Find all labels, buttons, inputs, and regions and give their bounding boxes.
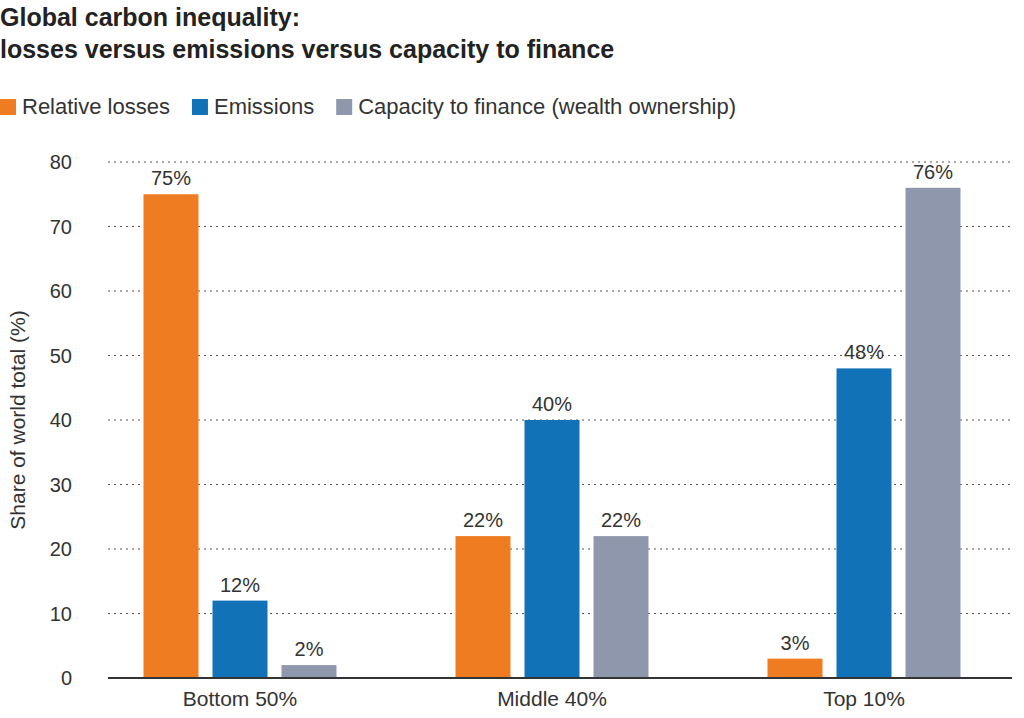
bar [213, 601, 268, 678]
data-labels: 75% 22% 3% 12% 40% 48% 2% 22% 76% [151, 161, 953, 660]
grid-line [108, 290, 1012, 291]
data-label: 40% [532, 393, 572, 415]
data-label: 3% [781, 632, 810, 654]
legend: Relative losses Emissions Capacity to fina… [0, 94, 736, 119]
bar [144, 194, 199, 678]
data-label: 22% [463, 509, 503, 531]
bar [594, 536, 649, 678]
y-tick-label: 60 [50, 280, 72, 302]
chart: Global carbon inequality: losses versus e… [0, 0, 1024, 718]
y-tick-label: 50 [50, 345, 72, 367]
x-tick-label: Middle 40% [497, 687, 607, 710]
bar [525, 420, 580, 678]
background [0, 0, 1024, 718]
y-tick-label: 80 [50, 151, 72, 173]
grid-line [108, 226, 1012, 227]
data-label: 2% [295, 638, 324, 660]
title: losses versus emissions versus capacity … [0, 35, 614, 63]
data-label: 76% [913, 161, 953, 183]
bar [906, 188, 961, 678]
y-tick-label: 40 [50, 409, 72, 431]
y-tick-label: 30 [50, 474, 72, 496]
legend-label: Relative losses [22, 94, 170, 119]
data-label: 22% [601, 509, 641, 531]
x-axis-line [108, 677, 1012, 679]
data-label: 48% [844, 341, 884, 363]
data-label: 12% [220, 574, 260, 596]
y-tick-label: 10 [50, 603, 72, 625]
legend-swatch [336, 99, 352, 115]
y-tick-label: 70 [50, 216, 72, 238]
data-label: 75% [151, 167, 191, 189]
y-axis: 0 10 20 30 40 50 60 70 80 [50, 151, 1012, 689]
title: Global carbon inequality: [0, 3, 300, 31]
x-tick-label: Top 10% [823, 687, 905, 710]
grid-line [108, 161, 1012, 162]
legend-label: Emissions [214, 94, 314, 119]
bar [456, 536, 511, 678]
legend-swatch [192, 99, 208, 115]
y-axis-label: Share of world total (%) [6, 310, 29, 529]
bar [768, 659, 823, 678]
legend-label: Capacity to finance (wealth ownership) [358, 94, 736, 119]
legend-swatch [0, 99, 16, 115]
bars [144, 188, 961, 678]
x-tick-label: Bottom 50% [183, 687, 297, 710]
bar [837, 368, 892, 678]
bar [282, 665, 337, 678]
y-tick-label: 20 [50, 538, 72, 560]
y-tick-label: 0 [61, 667, 72, 689]
